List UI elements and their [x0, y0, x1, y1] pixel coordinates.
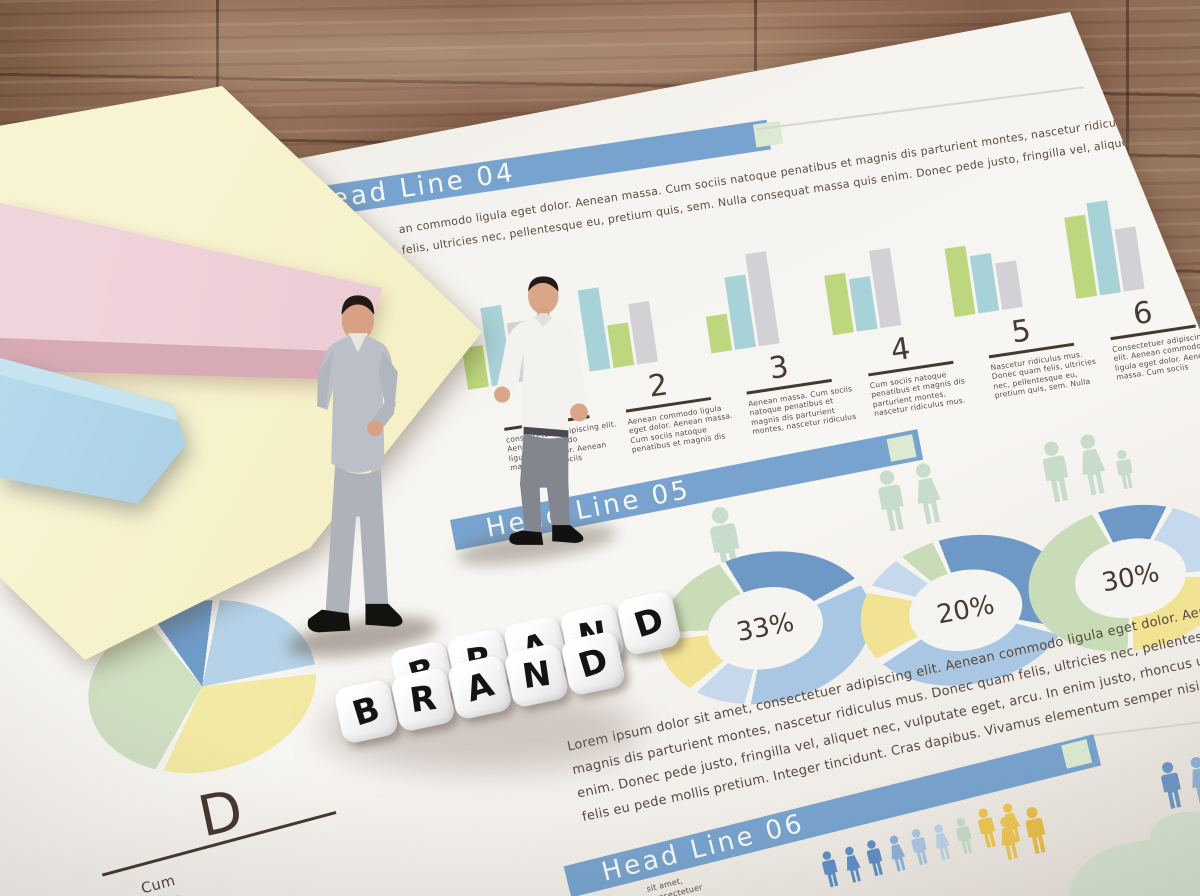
map-graphic-small	[1150, 812, 1200, 864]
die-letter: A	[461, 664, 499, 711]
die-letter: D	[629, 599, 669, 647]
letter-die-A: A	[446, 654, 513, 721]
letter-die-B: B	[333, 678, 400, 745]
figurine-gray-suit-man	[307, 295, 403, 633]
die-letter: N	[519, 653, 554, 698]
die-letter: B	[347, 688, 385, 735]
die-letter: D	[573, 640, 613, 687]
letter-die-D: D	[559, 630, 627, 697]
figurine-white-shirt-man	[494, 276, 588, 545]
die-letter: R	[407, 677, 439, 722]
letter-die-R: R	[389, 666, 457, 733]
letter-die-D: D	[615, 589, 683, 657]
letter-die-N: N	[503, 642, 570, 709]
